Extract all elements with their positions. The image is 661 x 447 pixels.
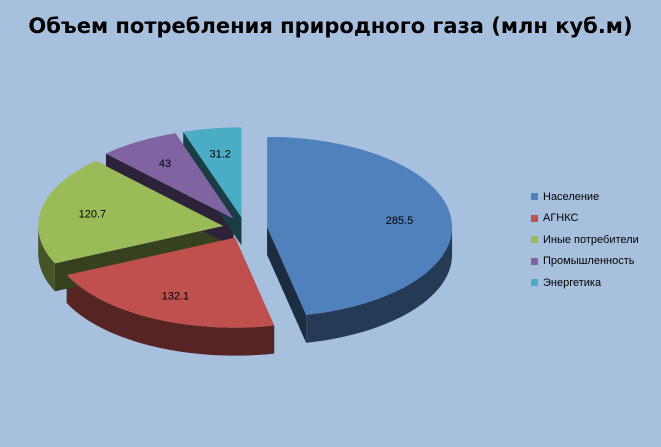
legend-label: Население [543, 190, 600, 203]
pie-slice [105, 133, 234, 219]
chart-title: Объем потребления природного газа (млн к… [28, 14, 633, 38]
pie-data-label: 132.1 [162, 291, 190, 303]
legend-label: АГНКС [543, 212, 579, 225]
legend: Население АГНКС Иные потребители Промышленн… [531, 186, 639, 294]
pie-side-wall [267, 226, 307, 343]
pie-slice [38, 160, 224, 264]
legend-item: Энергетика [531, 272, 639, 294]
legend-swatch [531, 236, 538, 244]
pie-outer-wall [66, 275, 275, 356]
legend-item: АГНКС [531, 208, 639, 230]
legend-swatch [531, 279, 538, 287]
legend-label: Иные потребители [543, 233, 639, 246]
pie-data-label: 285.5 [386, 215, 414, 227]
legend-label: Энергетика [543, 276, 602, 289]
pie-slice [267, 136, 453, 315]
pie-data-label: 43 [159, 158, 171, 170]
legend-swatch [531, 257, 538, 265]
pie-outer-wall [38, 225, 55, 292]
pie-data-label: 31.2 [209, 148, 230, 160]
pie-slice [183, 127, 242, 218]
legend-item: Промышленность [531, 251, 639, 273]
legend-item: Население [531, 186, 639, 208]
legend-swatch [531, 214, 538, 222]
legend-label: Промышленность [543, 255, 635, 268]
legend-swatch [531, 193, 538, 201]
legend-item: Иные потребители [531, 229, 639, 251]
pie-slice [66, 237, 275, 328]
pie-outer-wall [306, 226, 453, 343]
pie-data-label: 120.7 [79, 209, 107, 221]
